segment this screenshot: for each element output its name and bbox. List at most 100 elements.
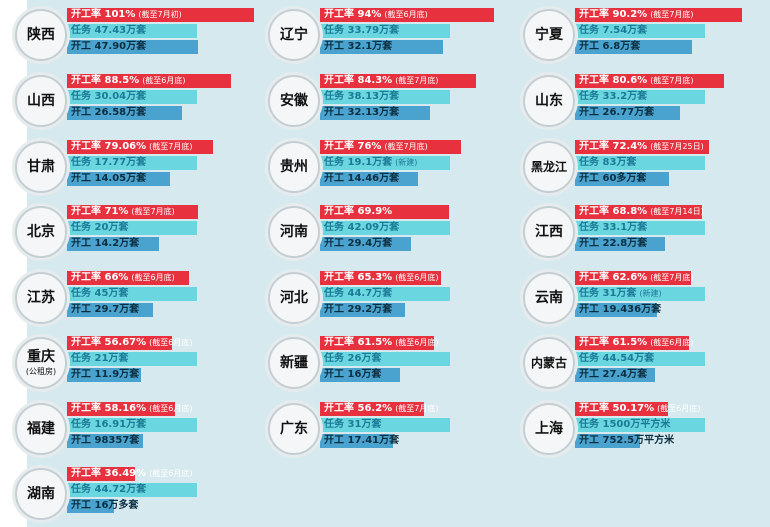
province-panel: 河北 开工率 65.3% (截至6月底) 任务 44.7万套 开工 29.2万套 xyxy=(268,266,540,330)
rate-bar xyxy=(320,336,434,350)
rate-date-note: (截至6月底) xyxy=(395,338,439,347)
task-value: 任务 42.09万套 xyxy=(324,222,400,233)
task-value: 任务 30.04万套 xyxy=(71,91,147,102)
rate-date-note: (截至6月底) xyxy=(131,273,175,282)
rate-value: 开工率 36.49% xyxy=(71,468,147,479)
task-bar xyxy=(320,24,450,38)
rate-bar xyxy=(575,8,742,22)
rate-value: 开工率 61.5% xyxy=(324,337,393,348)
province-name: 河南 xyxy=(280,224,308,240)
task-label: 任务 83万套 xyxy=(579,156,636,170)
rate-date-note: (截至7月底) xyxy=(395,76,439,85)
start-bar xyxy=(575,237,665,251)
task-bar xyxy=(320,156,450,170)
start-label: 开工 16万套 xyxy=(324,368,381,382)
rate-value: 开工率 101% xyxy=(71,9,136,20)
task-bar xyxy=(575,287,705,301)
start-value: 开工 22.8万套 xyxy=(579,238,648,249)
start-label: 开工 32.13万套 xyxy=(324,106,399,120)
task-bar xyxy=(67,90,197,104)
province-name: 福建 xyxy=(27,421,55,437)
task-bar xyxy=(575,221,705,235)
rate-bar xyxy=(320,402,424,416)
province-badge: 宁夏 xyxy=(523,9,575,61)
province-name: 宁夏 xyxy=(535,27,563,43)
start-value: 开工 14.2万套 xyxy=(71,238,140,249)
start-label: 开工 27.4万套 xyxy=(579,368,647,382)
task-bar xyxy=(575,156,705,170)
start-value: 开工 32.1万套 xyxy=(324,41,393,52)
task-label: 任务 26万套 xyxy=(324,352,381,366)
province-note: (公租房) xyxy=(25,366,57,376)
task-label: 任务 38.13万套 xyxy=(324,90,399,104)
province-name: 新疆 xyxy=(280,355,308,371)
rate-date-note: (截至7月底) xyxy=(395,404,439,413)
start-bar xyxy=(67,434,143,448)
task-value: 任务 31万套 xyxy=(324,419,382,430)
rate-bar xyxy=(67,205,199,219)
task-label: 任务 45万套 xyxy=(71,287,128,301)
rate-label: 开工率 61.5% (截至6月底) xyxy=(579,336,694,350)
start-label: 开工 19.436万套 xyxy=(579,303,661,317)
rate-label: 开工率 84.3% (截至7月底) xyxy=(324,74,439,88)
start-value: 开工 26.77万套 xyxy=(579,107,655,118)
start-bar xyxy=(575,434,641,448)
task-bar xyxy=(67,352,197,366)
rate-date-note: (截至6月底) xyxy=(149,469,193,478)
province-badge: 贵州 xyxy=(268,141,320,193)
province-name: 云南 xyxy=(535,290,563,306)
province-badge: 河北 xyxy=(268,272,320,324)
rate-value: 开工率 65.3% xyxy=(324,272,393,283)
province-panel: 陕西 开工率 101% (截至7月初) 任务 47.43万套 开工 47.90万套 xyxy=(15,3,287,67)
task-label: 任务 33.79万套 xyxy=(324,24,399,38)
task-value: 任务 33.1万套 xyxy=(579,222,648,233)
rate-value: 开工率 76% xyxy=(324,141,382,152)
province-badge: 安徽 xyxy=(268,75,320,127)
start-value: 开工 60多万套 xyxy=(579,173,647,184)
task-value: 任务 33.79万套 xyxy=(324,25,400,36)
task-bar xyxy=(575,90,705,104)
task-bar xyxy=(67,483,197,497)
start-value: 开工 47.90万套 xyxy=(71,41,147,52)
rate-date-note: (截至7月底) xyxy=(131,207,175,216)
rate-label: 开工率 50.17% (截至6月底) xyxy=(579,402,700,416)
rate-value: 开工率 69.9% xyxy=(324,206,393,217)
rate-label: 开工率 71% (截至7月底) xyxy=(71,205,175,219)
province-badge: 新疆 xyxy=(268,337,320,389)
province-panel: 山东 开工率 80.6% (截至7月底) 任务 33.2万套 开工 26.77万套 xyxy=(523,69,770,133)
task-label: 任务 42.09万套 xyxy=(324,221,399,235)
start-value: 开工 6.8万套 xyxy=(579,41,641,52)
start-label: 开工 14.05万套 xyxy=(71,172,146,186)
rate-bar xyxy=(67,402,175,416)
task-note: (新建) xyxy=(639,289,662,298)
rate-date-note: (截至7月底) xyxy=(650,10,694,19)
start-bar xyxy=(320,172,419,186)
task-value: 任务 83万套 xyxy=(579,157,637,168)
rate-bar xyxy=(320,140,461,154)
rate-bar xyxy=(67,140,214,154)
start-value: 开工 16万多套 xyxy=(71,500,139,511)
task-bar xyxy=(320,287,450,301)
rate-date-note: (截至6月底) xyxy=(395,273,439,282)
province-panel: 辽宁 开工率 94% (截至6月底) 任务 33.79万套 开工 32.1万套 xyxy=(268,3,540,67)
province-badge: 辽宁 xyxy=(268,9,320,61)
rate-date-note: (截至7月初) xyxy=(138,10,182,19)
rate-value: 开工率 88.5% xyxy=(71,75,140,86)
rate-bar xyxy=(320,271,441,285)
rate-label: 开工率 56.67% (截至6月底) xyxy=(71,336,192,350)
task-label: 任务 47.43万套 xyxy=(71,24,146,38)
rate-label: 开工率 72.4% (截至7月25日) xyxy=(579,140,704,154)
province-name: 江苏 xyxy=(27,290,55,306)
task-bar xyxy=(67,24,197,38)
province-panel: 上海 开工率 50.17% (截至6月底) 任务 1500万平方米 开工 752.5万平… xyxy=(523,397,770,461)
rate-value: 开工率 90.2% xyxy=(579,9,648,20)
start-bar xyxy=(67,303,153,317)
task-value: 任务 16.91万套 xyxy=(71,419,147,430)
start-label: 开工 6.8万套 xyxy=(579,40,640,54)
rate-date-note: (截至7月底) xyxy=(149,142,193,151)
rate-label: 开工率 36.49% (截至6月底) xyxy=(71,467,192,481)
rate-value: 开工率 71% xyxy=(71,206,129,217)
start-label: 开工 17.41万套 xyxy=(324,434,399,448)
chart-board: 陕西 开工率 101% (截至7月初) 任务 47.43万套 开工 47.90万套 辽宁开… xyxy=(15,0,770,527)
task-value: 任务 1500万平方米 xyxy=(579,419,671,430)
